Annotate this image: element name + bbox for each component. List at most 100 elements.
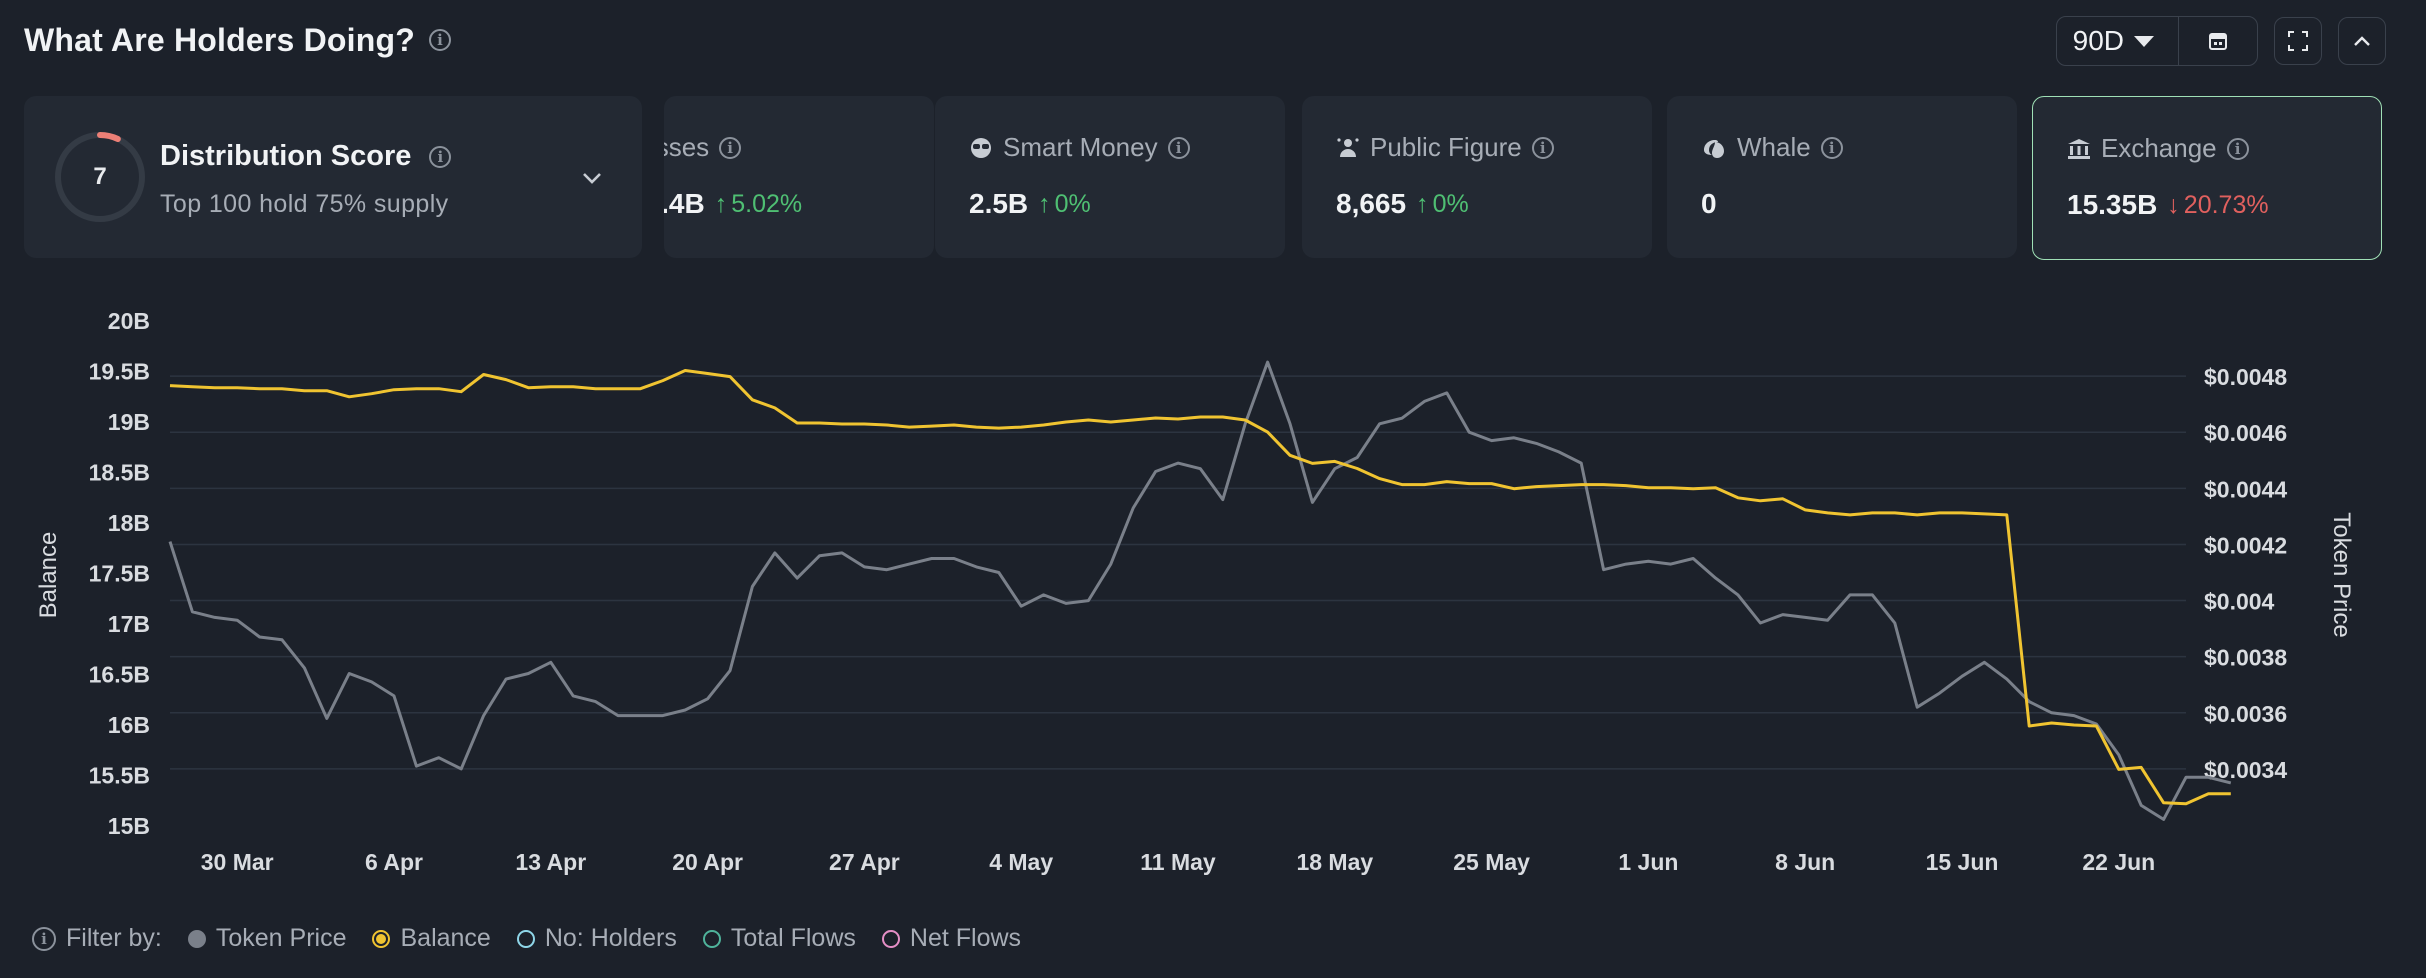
card-smart-money[interactable]: Smart Money i 2.5B ↑ 0% xyxy=(935,96,1285,258)
section-header: What Are Holders Doing? i xyxy=(24,18,451,62)
info-icon[interactable]: i xyxy=(719,136,742,159)
info-icon[interactable]: i xyxy=(429,145,452,168)
filter-token-price[interactable]: Token Price xyxy=(187,924,347,953)
y-tick-label: 18.5B xyxy=(89,460,150,486)
filter-label-token-price: Token Price xyxy=(215,924,347,952)
score-value: 7 xyxy=(93,163,107,190)
card-public-figure[interactable]: Public Figure i 8,665 ↑ 0% xyxy=(1302,96,1652,258)
y-tick-label: 17.5B xyxy=(89,561,150,587)
y-tick-label: 15.5B xyxy=(89,763,150,789)
chevron-down-icon[interactable] xyxy=(580,166,604,190)
change-value: 0% xyxy=(1054,189,1091,218)
collapse-button[interactable] xyxy=(2338,17,2386,65)
filter-label-holders: No: Holders xyxy=(544,924,677,952)
card-label: Top 100 Addresses xyxy=(664,132,710,162)
calendar-button[interactable] xyxy=(2179,17,2257,65)
fullscreen-button[interactable] xyxy=(2274,17,2322,65)
y2-axis-title: Token Price xyxy=(2328,512,2355,637)
card-label: Smart Money xyxy=(1003,132,1158,162)
y-axis-title: Balance xyxy=(35,532,62,619)
card-label-row: Smart Money i xyxy=(969,132,1190,163)
series-line-token-price xyxy=(168,360,2232,821)
x-tick-label: 1 Jun xyxy=(1618,849,1678,875)
change-badge: ↑ 0% xyxy=(1038,190,1091,219)
calendar-icon xyxy=(2209,33,2227,50)
sunglasses-icon xyxy=(971,137,991,158)
score-ring xyxy=(55,132,145,222)
card-label: Exchange xyxy=(2101,133,2217,163)
change-badge: ↑ 5.02% xyxy=(715,190,802,219)
x-tick-label: 27 Apr xyxy=(829,849,900,875)
y2-tick-label: $0.0044 xyxy=(2204,476,2287,502)
x-tick-label: 15 Jun xyxy=(1926,849,1999,875)
holders-chart: $0.0048 $0.0046 $0.0044 $0.0042 $0.004 $0.003… xyxy=(0,290,2426,890)
filter-dot-holders xyxy=(516,929,535,948)
x-tick-label: 6 Apr xyxy=(365,849,423,875)
y2-tick-label: $0.004 xyxy=(2204,589,2275,615)
distribution-title: Distribution Score xyxy=(160,140,412,172)
distribution-score-card[interactable]: 7 Distribution Score i Top 100 hold 75% … xyxy=(24,96,642,258)
filter-dot-balance xyxy=(372,929,391,948)
info-icon[interactable]: i xyxy=(32,926,56,951)
x-tick-label: 30 Mar xyxy=(201,849,274,875)
filter-label: Filter by: xyxy=(66,924,162,952)
x-tick-label: 25 May xyxy=(1453,849,1530,875)
card-value-row: 8,665 ↑ 0% xyxy=(1336,188,1469,220)
card-value-row: 61.4B ↑5.02% xyxy=(664,188,802,220)
change-value: 20.73% xyxy=(2183,190,2269,219)
arrow-up-icon: ↑ xyxy=(714,189,728,218)
info-icon[interactable]: i xyxy=(1167,136,1190,159)
card-value: 0 xyxy=(1701,188,1717,219)
period-dropdown[interactable]: 90D xyxy=(2057,17,2179,65)
card-label: Public Figure xyxy=(1370,132,1522,162)
y2-tick-label: $0.0036 xyxy=(2204,701,2287,727)
change-value: 0% xyxy=(1432,189,1469,218)
info-icon[interactable]: i xyxy=(428,29,451,51)
x-tick-label: 22 Jun xyxy=(2082,849,2155,875)
caret-down-icon xyxy=(2134,35,2154,47)
change-value: 5.02% xyxy=(731,189,803,218)
filter-label-net-flows: Net Flows xyxy=(909,924,1022,952)
filter-label-total-flows: Total Flows xyxy=(730,924,856,952)
chevron-up-icon xyxy=(2354,36,2370,46)
y2-tick-label: $0.0048 xyxy=(2204,364,2287,390)
change-badge: ↓ 20.73% xyxy=(2167,191,2268,220)
filter-total-flows[interactable]: Total Flows xyxy=(702,924,856,953)
filter-balance[interactable]: Balance xyxy=(372,924,491,953)
info-icon[interactable]: i xyxy=(1531,136,1554,159)
card-label-row: Whale i xyxy=(1701,132,1843,163)
info-icon[interactable]: i xyxy=(2226,137,2249,160)
card-label: Whale xyxy=(1737,132,1811,162)
page-title: What Are Holders Doing? xyxy=(24,21,415,58)
filter-net-flows[interactable]: Net Flows xyxy=(881,924,1022,953)
fullscreen-icon xyxy=(2288,31,2308,51)
info-icon[interactable]: i xyxy=(1820,136,1843,159)
person-icon xyxy=(1337,137,1359,157)
y-tick-label: 19B xyxy=(108,409,150,435)
card-top-100-addresses[interactable]: Top 100 Addresses i 61.4B ↑5.02% xyxy=(664,96,934,258)
card-value: 61.4B xyxy=(664,188,705,219)
card-value: 2.5B xyxy=(969,188,1029,219)
card-value-row: 2.5B ↑ 0% xyxy=(969,188,1091,220)
y-tick-label: 16.5B xyxy=(89,662,150,688)
card-value-row: 0 xyxy=(1701,188,1717,220)
card-label-row: Top 100 Addresses i xyxy=(664,132,742,163)
x-tick-label: 4 May xyxy=(989,849,1053,875)
card-whale[interactable]: Whale i 0 xyxy=(1667,96,2017,258)
series-line-balance xyxy=(169,369,2231,806)
card-value: 8,665 xyxy=(1336,188,1407,219)
chart-svg: $0.0048 $0.0046 $0.0044 $0.0042 $0.004 $0.003… xyxy=(35,308,2355,875)
bank-icon xyxy=(2068,138,2090,159)
card-exchange[interactable]: Exchange i 15.35B ↓ 20.73% xyxy=(2032,96,2382,260)
y-tick-label: 15B xyxy=(108,813,150,839)
period-selector-group: 90D xyxy=(2055,16,2258,66)
arrow-down-icon: ↓ xyxy=(2167,190,2180,219)
y-tick-label: 17B xyxy=(108,611,150,637)
y2-tick-label: $0.0046 xyxy=(2204,420,2287,446)
y-tick-label: 19.5B xyxy=(89,359,150,385)
filter-holders[interactable]: No: Holders xyxy=(516,924,677,953)
card-value-row: 15.35B ↓ 20.73% xyxy=(2067,189,2269,221)
card-label-row: Exchange i xyxy=(2067,133,2249,164)
arrow-up-icon: ↑ xyxy=(1416,189,1429,218)
card-label-row: Public Figure i xyxy=(1336,132,1554,163)
